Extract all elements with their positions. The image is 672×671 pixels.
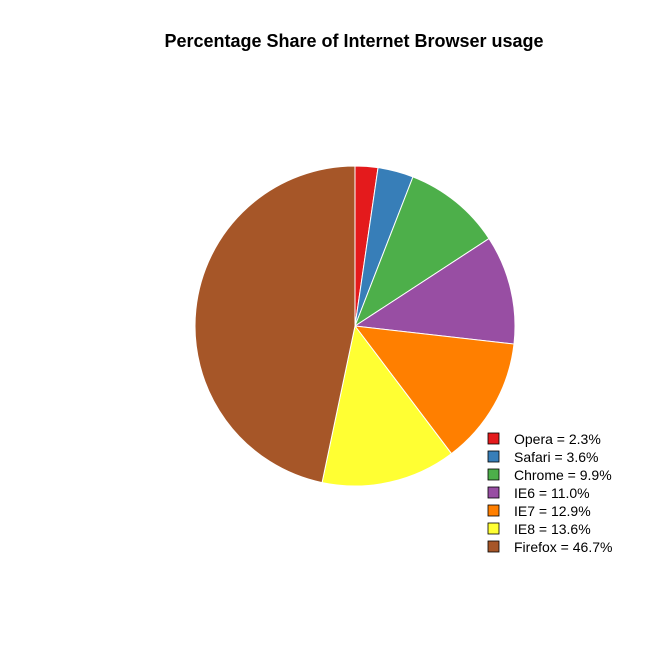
pie-slice-chrome xyxy=(353,176,490,328)
legend-swatch-ie6 xyxy=(487,486,500,499)
legend-label-chrome: Chrome = 9.9% xyxy=(514,467,612,483)
legend-swatch-ie7 xyxy=(487,504,500,517)
pie-slice-ie7 xyxy=(353,325,515,455)
legend-swatch-ie8 xyxy=(487,522,500,535)
legend-swatch-safari xyxy=(487,450,500,463)
chart-title: Percentage Share of Internet Browser usa… xyxy=(164,31,543,51)
pie-slice-ie6 xyxy=(353,237,516,345)
legend-label-ie6: IE6 = 11.0% xyxy=(514,485,590,501)
legend-label-ie8: IE8 = 13.6% xyxy=(514,521,591,537)
pie-slice-ie8 xyxy=(321,324,453,487)
pie-slice-firefox xyxy=(194,165,356,484)
legend-label-opera: Opera = 2.3% xyxy=(514,431,601,447)
legend-label-safari: Safari = 3.6% xyxy=(514,449,598,465)
pie-slices xyxy=(194,165,516,487)
legend-label-firefox: Firefox = 46.7% xyxy=(514,539,612,555)
legend-swatch-opera xyxy=(487,432,500,445)
legend-swatch-chrome xyxy=(487,468,500,481)
legend-swatch-firefox xyxy=(487,540,500,553)
legend-label-ie7: IE7 = 12.9% xyxy=(514,503,591,519)
legend: Opera = 2.3% Safari = 3.6% Chrome = 9.9% IE… xyxy=(487,431,612,555)
